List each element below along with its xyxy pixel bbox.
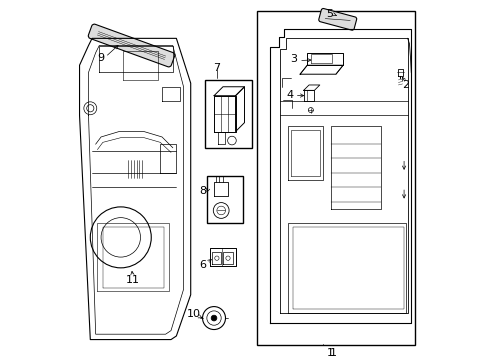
Text: 3: 3: [290, 54, 297, 64]
FancyBboxPatch shape: [88, 24, 175, 67]
Circle shape: [211, 315, 217, 321]
Bar: [257, 12, 414, 345]
Bar: [204, 80, 251, 148]
Text: 1: 1: [329, 348, 336, 358]
Text: 10: 10: [187, 309, 201, 319]
Text: 1: 1: [326, 348, 333, 358]
Text: 9: 9: [97, 53, 104, 63]
Bar: [206, 176, 242, 223]
FancyBboxPatch shape: [318, 9, 356, 30]
Text: 2: 2: [402, 80, 408, 90]
Text: 4: 4: [286, 90, 293, 100]
Text: 8: 8: [199, 186, 205, 197]
Text: 5: 5: [325, 9, 332, 19]
Text: 11: 11: [125, 275, 140, 285]
Text: 6: 6: [199, 260, 205, 270]
Text: 7: 7: [213, 63, 220, 73]
